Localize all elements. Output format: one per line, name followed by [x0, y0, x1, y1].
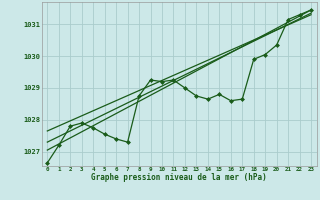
- X-axis label: Graphe pression niveau de la mer (hPa): Graphe pression niveau de la mer (hPa): [91, 173, 267, 182]
